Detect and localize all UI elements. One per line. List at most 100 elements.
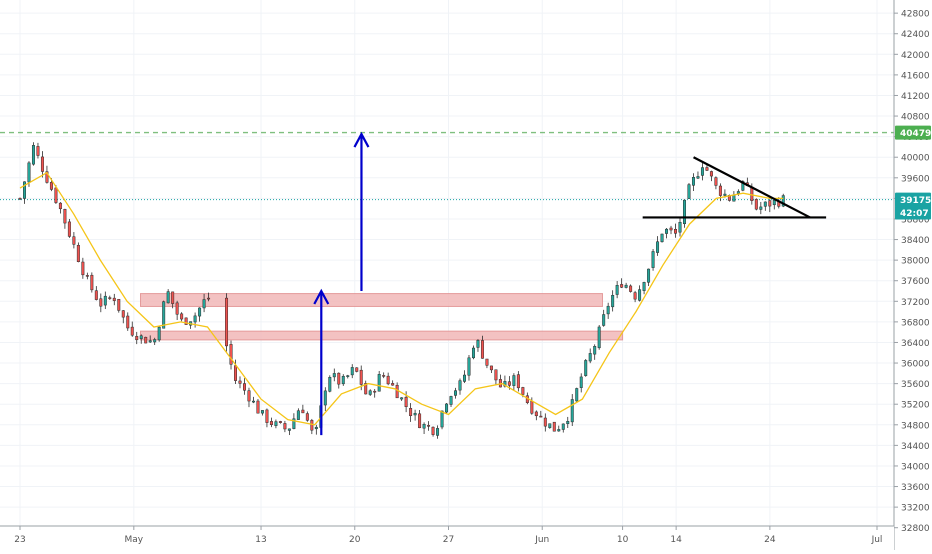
candle[interactable] bbox=[714, 177, 718, 186]
candle[interactable] bbox=[570, 399, 574, 423]
candle[interactable] bbox=[305, 413, 309, 421]
candle[interactable] bbox=[112, 297, 116, 301]
candle[interactable] bbox=[611, 295, 615, 308]
candle[interactable] bbox=[584, 360, 588, 376]
candle[interactable] bbox=[422, 423, 426, 429]
candle[interactable] bbox=[108, 297, 112, 299]
candle[interactable] bbox=[247, 390, 251, 402]
candle[interactable] bbox=[440, 410, 444, 428]
candle[interactable] bbox=[678, 221, 682, 233]
candle[interactable] bbox=[346, 375, 350, 377]
candle[interactable] bbox=[256, 400, 260, 414]
candle[interactable] bbox=[400, 397, 404, 400]
candle[interactable] bbox=[184, 317, 188, 325]
candle[interactable] bbox=[530, 400, 534, 414]
candle[interactable] bbox=[251, 400, 255, 403]
candle[interactable] bbox=[588, 353, 592, 362]
candle[interactable] bbox=[575, 388, 579, 402]
candle[interactable] bbox=[741, 181, 745, 191]
candle[interactable] bbox=[27, 162, 31, 183]
candle[interactable] bbox=[229, 344, 233, 365]
candle[interactable] bbox=[175, 302, 179, 315]
candle[interactable] bbox=[656, 241, 660, 253]
candle[interactable] bbox=[368, 390, 372, 395]
candle[interactable] bbox=[99, 298, 103, 307]
candle[interactable] bbox=[593, 346, 597, 355]
candle[interactable] bbox=[687, 184, 691, 199]
projection-arrow-head[interactable] bbox=[353, 131, 370, 148]
candle[interactable] bbox=[81, 261, 85, 276]
candle[interactable] bbox=[103, 295, 107, 306]
candle[interactable] bbox=[615, 285, 619, 295]
candle[interactable] bbox=[647, 268, 651, 283]
candle[interactable] bbox=[85, 275, 89, 277]
candle[interactable] bbox=[624, 284, 628, 288]
moving-average-line[interactable] bbox=[19, 171, 784, 426]
candle[interactable] bbox=[243, 383, 246, 391]
candle[interactable] bbox=[283, 423, 287, 430]
candle[interactable] bbox=[76, 244, 80, 262]
candle[interactable] bbox=[772, 200, 776, 206]
candle[interactable] bbox=[768, 200, 772, 207]
candle[interactable] bbox=[696, 176, 700, 179]
candle[interactable] bbox=[23, 181, 26, 199]
candle[interactable] bbox=[332, 373, 336, 378]
candle[interactable] bbox=[45, 171, 49, 183]
candle[interactable] bbox=[427, 425, 431, 427]
candle[interactable] bbox=[359, 369, 363, 385]
candle[interactable] bbox=[512, 375, 516, 386]
candle[interactable] bbox=[40, 156, 44, 172]
candle[interactable] bbox=[642, 282, 646, 291]
candle[interactable] bbox=[292, 418, 296, 429]
candle[interactable] bbox=[121, 310, 125, 318]
candle[interactable] bbox=[269, 421, 273, 425]
resistance-zone[interactable] bbox=[140, 293, 603, 307]
candle[interactable] bbox=[507, 381, 511, 386]
candle[interactable] bbox=[754, 199, 758, 210]
candle[interactable] bbox=[130, 326, 134, 336]
candle[interactable] bbox=[665, 228, 669, 234]
candle[interactable] bbox=[463, 374, 466, 382]
candle[interactable] bbox=[395, 384, 399, 399]
candle[interactable] bbox=[476, 340, 480, 348]
candle[interactable] bbox=[225, 297, 229, 347]
candle[interactable] bbox=[759, 206, 763, 210]
candle[interactable] bbox=[691, 177, 695, 186]
candle[interactable] bbox=[566, 421, 570, 424]
candle[interactable] bbox=[516, 374, 520, 389]
candle[interactable] bbox=[63, 208, 67, 224]
candle[interactable] bbox=[454, 390, 457, 396]
candle[interactable] bbox=[561, 423, 565, 430]
candle[interactable] bbox=[552, 421, 556, 432]
candle[interactable] bbox=[386, 375, 390, 385]
candle[interactable] bbox=[606, 305, 610, 315]
candle[interactable] bbox=[234, 365, 237, 381]
candle[interactable] bbox=[36, 146, 40, 156]
candle[interactable] bbox=[202, 299, 206, 309]
candle[interactable] bbox=[18, 197, 22, 200]
candle[interactable] bbox=[602, 314, 606, 326]
candle[interactable] bbox=[278, 421, 282, 423]
candle[interactable] bbox=[669, 227, 673, 231]
candle[interactable] bbox=[58, 202, 62, 210]
candle[interactable] bbox=[763, 201, 767, 207]
candle[interactable] bbox=[418, 413, 422, 429]
candle[interactable] bbox=[391, 383, 395, 386]
candle[interactable] bbox=[126, 315, 130, 329]
candle[interactable] bbox=[651, 251, 655, 268]
projection-arrow-head[interactable] bbox=[313, 288, 330, 305]
candle[interactable] bbox=[314, 426, 318, 430]
candle[interactable] bbox=[404, 396, 408, 407]
candle[interactable] bbox=[296, 410, 300, 420]
candle[interactable] bbox=[638, 289, 642, 301]
candle[interactable] bbox=[180, 313, 184, 320]
candle[interactable] bbox=[579, 376, 583, 388]
candle[interactable] bbox=[148, 340, 152, 343]
candle[interactable] bbox=[373, 390, 377, 393]
candle[interactable] bbox=[471, 347, 475, 359]
resistance-zone[interactable] bbox=[140, 330, 624, 341]
candle[interactable] bbox=[718, 185, 722, 196]
candle[interactable] bbox=[287, 428, 291, 431]
candle[interactable] bbox=[238, 380, 242, 384]
